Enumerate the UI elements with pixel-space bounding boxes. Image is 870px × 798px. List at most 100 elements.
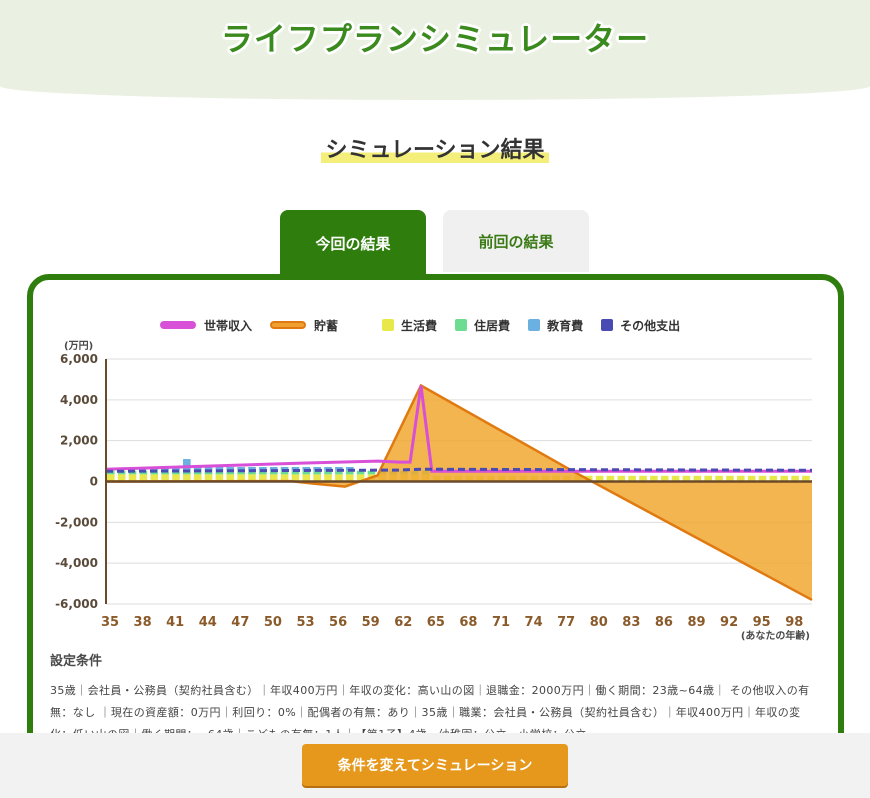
x-tick-label: 98 (785, 615, 803, 630)
bar-living (345, 474, 354, 482)
x-tick-label: 77 (557, 615, 575, 630)
legend-label-income: 世帯収入 (204, 318, 253, 333)
bar-housing (302, 470, 311, 475)
bar-living (617, 475, 626, 482)
bar-living (302, 474, 311, 482)
bar-living (671, 475, 680, 482)
bar-housing (183, 470, 191, 475)
bar-housing (259, 470, 267, 475)
bar-living (128, 474, 137, 482)
bar-living (780, 475, 789, 482)
x-tick-label: 74 (525, 615, 543, 630)
tab-current-result[interactable]: 今回の結果 (280, 210, 426, 276)
bar-living (139, 474, 148, 482)
x-tick-label: 35 (101, 615, 119, 630)
bar-living (356, 474, 365, 482)
x-tick-label: 68 (459, 615, 477, 630)
resimulate-button[interactable]: 条件を変えてシミュレーション (302, 744, 568, 786)
y-tick-label: -6,000 (55, 597, 98, 611)
y-tick-label: 6,000 (60, 352, 98, 366)
chart-axes (105, 359, 812, 604)
legend-item-housing[interactable]: 住居費 (455, 317, 510, 334)
bar-living (204, 474, 213, 482)
y-tick-label: -4,000 (55, 556, 98, 570)
bar-education (237, 467, 245, 471)
bar-living (226, 474, 235, 482)
bar-living (150, 474, 159, 482)
bar-housing (193, 470, 202, 475)
bar-housing (313, 470, 321, 475)
bar-living (769, 475, 778, 482)
x-tick-label: 47 (231, 615, 249, 630)
bar-living (248, 474, 256, 482)
bar-housing (204, 470, 213, 475)
legend-label-savings: 貯蓄 (314, 318, 339, 333)
result-heading: シミュレーション結果 (0, 132, 870, 164)
x-tick-label: 38 (134, 615, 152, 630)
legend-item-living[interactable]: 生活費 (382, 317, 437, 334)
x-tick-label: 50 (264, 615, 282, 630)
y-tick-label: -2,000 (55, 515, 98, 529)
bar-living (715, 475, 723, 482)
x-tick-label: 80 (590, 615, 608, 630)
bar-living (758, 475, 767, 482)
bar-housing (367, 470, 376, 475)
bar-living (606, 475, 615, 482)
legend-item-savings[interactable]: 貯蓄 (270, 317, 338, 334)
bar-living (193, 474, 202, 482)
bar-education (269, 467, 278, 471)
x-axis-unit: (あなたの年齢) (741, 629, 810, 642)
other-expense-line (105, 467, 813, 473)
legend-label-living: 生活費 (401, 318, 438, 333)
bar-housing (215, 470, 224, 475)
legend-item-education[interactable]: 教育費 (528, 317, 583, 334)
bar-housing (356, 470, 365, 475)
legend-item-other[interactable]: その他支出 (601, 317, 680, 334)
bar-housing (291, 470, 300, 475)
bar-living (107, 474, 115, 482)
bar-living (650, 475, 658, 482)
x-tick-label: 92 (720, 615, 738, 630)
bar-living (335, 474, 343, 482)
bar-education (183, 459, 191, 471)
bar-living (682, 475, 691, 482)
legend-swatch-housing (455, 319, 468, 331)
bar-education (313, 467, 321, 471)
bar-living (117, 474, 126, 482)
x-tick-label: 56 (329, 615, 347, 630)
result-heading-text: シミュレーション結果 (321, 138, 549, 163)
legend-label-housing: 住居費 (474, 318, 511, 333)
bar-education (291, 467, 300, 471)
bar-living (639, 475, 647, 482)
bar-living (313, 474, 321, 482)
x-tick-label: 86 (655, 615, 673, 630)
y-tick-label: 0 (90, 475, 98, 489)
bar-education (280, 467, 289, 471)
legend-label-other: その他支出 (620, 318, 681, 333)
legend-item-income[interactable]: 世帯収入 (160, 317, 252, 334)
bar-living (747, 475, 756, 482)
x-tick-label: 44 (199, 615, 217, 630)
bar-housing (324, 470, 332, 475)
bar-housing (248, 470, 256, 475)
bar-living (704, 475, 712, 482)
header-band (0, 0, 870, 100)
chart-legend: 世帯収入 貯蓄 生活費 住居費 教育費 その他支出 (160, 317, 698, 334)
legend-swatch-living (382, 319, 395, 331)
bar-education (172, 467, 180, 471)
bar-education (193, 467, 202, 471)
tab-previous-result[interactable]: 前回の結果 (443, 210, 589, 272)
bar-education (204, 467, 213, 471)
bar-living (628, 475, 636, 482)
bar-education (215, 467, 224, 471)
legend-swatch-income (160, 321, 196, 329)
income-line (105, 385, 812, 473)
bar-living (802, 475, 810, 482)
bar-living (172, 474, 180, 482)
x-tick-label: 65 (427, 615, 445, 630)
bar-education (302, 467, 311, 471)
bar-living (215, 474, 224, 482)
bar-housing (226, 470, 235, 475)
